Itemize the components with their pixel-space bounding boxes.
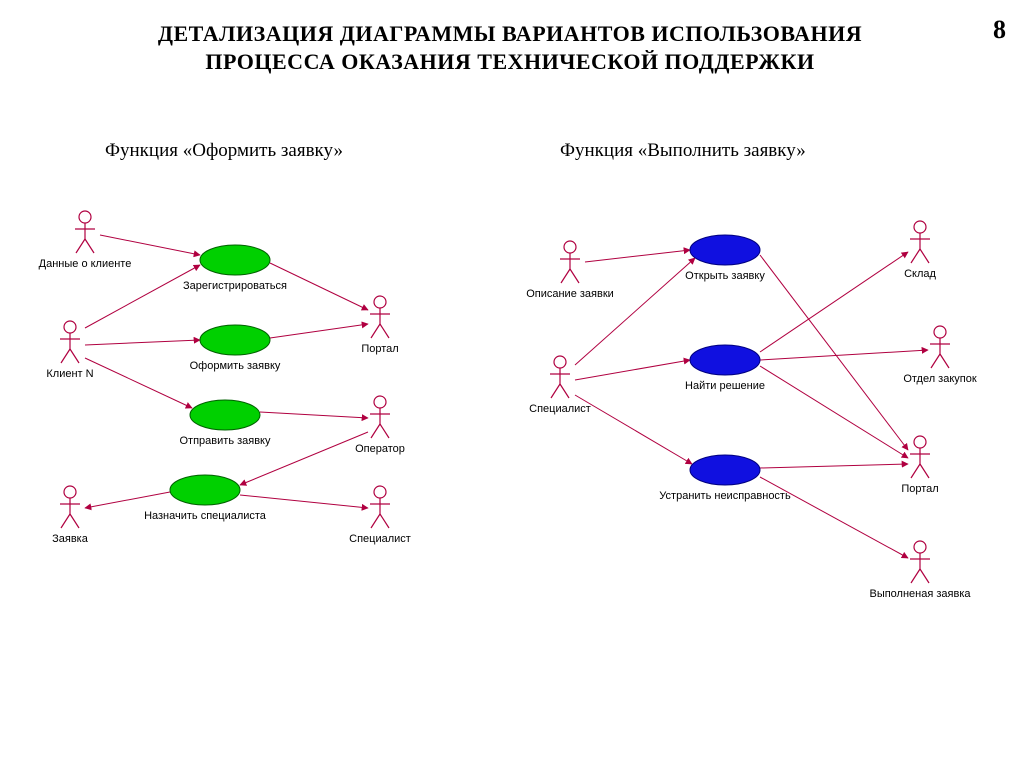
- edge: [760, 366, 908, 458]
- edge: [270, 324, 368, 338]
- actor-label: Выполненая заявка: [869, 588, 971, 600]
- usecase-label: Отправить заявку: [180, 435, 271, 447]
- edge: [85, 340, 200, 345]
- usecase-V1: Открыть заявку: [685, 235, 765, 282]
- actor-label: Отдел закупок: [903, 373, 977, 385]
- edge: [760, 464, 908, 468]
- usecase-U1: Зарегистрироваться: [183, 245, 287, 292]
- edge: [85, 492, 170, 508]
- actor-A2: Клиент N: [46, 321, 93, 380]
- title-line-1: ДЕТАЛИЗАЦИЯ ДИАГРАММЫ ВАРИАНТОВ ИСПОЛЬЗО…: [158, 21, 862, 46]
- actor-label: Данные о клиенте: [39, 258, 132, 270]
- subtitle-left: Функция «Оформить заявку»: [105, 140, 343, 162]
- usecase-label: Устранить неисправность: [659, 490, 791, 502]
- usecase-V2: Найти решение: [685, 345, 765, 392]
- actor-B3: Склад: [904, 221, 936, 280]
- edge: [575, 395, 692, 464]
- actor-B6: Выполненая заявка: [869, 541, 971, 600]
- edge: [575, 258, 695, 365]
- title-line-2: ПРОЦЕССА ОКАЗАНИЯ ТЕХНИЧЕСКОЙ ПОДДЕРЖКИ: [205, 49, 814, 74]
- actor-label: Портал: [361, 343, 398, 355]
- edge: [585, 250, 690, 262]
- usecase-label: Оформить заявку: [190, 360, 281, 372]
- actor-B2: Специалист: [529, 356, 591, 415]
- edge: [260, 412, 368, 418]
- page-title: ДЕТАЛИЗАЦИЯ ДИАГРАММЫ ВАРИАНТОВ ИСПОЛЬЗО…: [40, 20, 980, 75]
- actor-A1: Данные о клиенте: [39, 211, 132, 270]
- usecase-diagram: Зарегистрироваться Оформить заявку Отправи…: [0, 180, 1024, 740]
- actor-label: Заявка: [52, 533, 89, 545]
- actor-B5: Портал: [901, 436, 938, 495]
- actor-label: Описание заявки: [526, 288, 614, 300]
- actor-A5: Специалист: [349, 486, 411, 545]
- actor-label: Оператор: [355, 443, 405, 455]
- edge: [240, 495, 368, 508]
- usecase-U3: Отправить заявку: [180, 400, 271, 447]
- actor-label: Портал: [901, 483, 938, 495]
- usecase-label: Зарегистрироваться: [183, 280, 287, 292]
- edge: [85, 265, 200, 328]
- usecase-V3: Устранить неисправность: [659, 455, 791, 502]
- page-number: 8: [993, 15, 1006, 45]
- actor-B1: Описание заявки: [526, 241, 614, 300]
- actor-B4: Отдел закупок: [903, 326, 977, 385]
- actor-label: Склад: [904, 268, 936, 280]
- actor-label: Специалист: [529, 403, 591, 415]
- actor-label: Клиент N: [46, 368, 93, 380]
- edge: [85, 358, 192, 408]
- edge: [760, 350, 928, 360]
- actor-A6: Заявка: [52, 486, 89, 545]
- actor-label: Специалист: [349, 533, 411, 545]
- edge: [575, 360, 690, 380]
- usecase-label: Назначить специалиста: [144, 510, 267, 522]
- edge: [100, 235, 200, 255]
- usecase-U2: Оформить заявку: [190, 325, 281, 372]
- actor-A4: Оператор: [355, 396, 405, 455]
- usecase-label: Открыть заявку: [685, 270, 765, 282]
- edge: [760, 252, 908, 352]
- usecase-label: Найти решение: [685, 380, 765, 392]
- subtitle-right: Функция «Выполнить заявку»: [560, 140, 806, 162]
- actor-A3: Портал: [361, 296, 398, 355]
